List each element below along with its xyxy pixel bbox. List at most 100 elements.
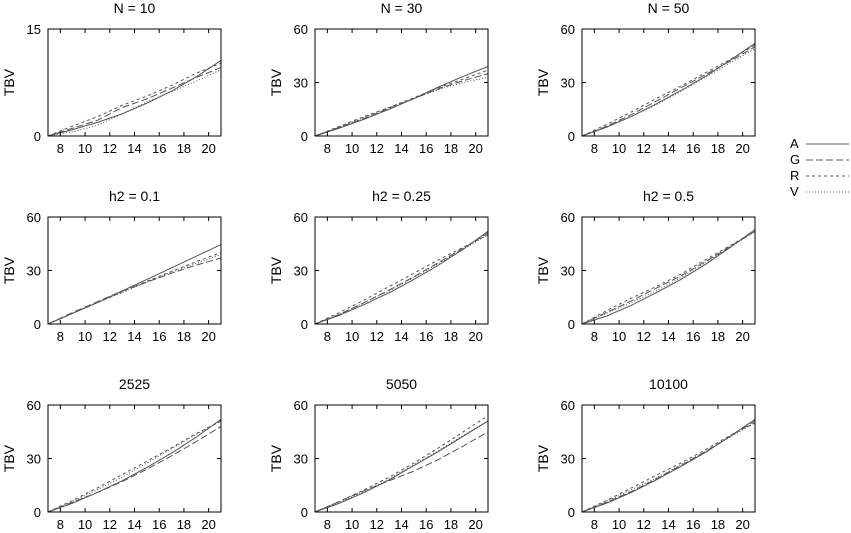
x-tick-label: 8 [324, 141, 331, 156]
panel-title: N = 50 [648, 0, 690, 16]
y-tick-label: 0 [301, 129, 308, 144]
x-tick-label: 18 [444, 329, 458, 344]
y-tick-label: 0 [301, 317, 308, 332]
series-line-R [314, 234, 489, 325]
x-tick-label: 10 [78, 517, 92, 532]
series-line-G [47, 67, 222, 137]
x-tick-label: 20 [201, 141, 215, 156]
plot-frame [47, 216, 222, 325]
x-tick-label: 8 [57, 141, 64, 156]
y-tick-label: 0 [301, 505, 308, 520]
x-tick-label: 14 [394, 329, 408, 344]
plot-frame [581, 28, 756, 137]
y-axis-label: TBV [535, 256, 551, 284]
x-tick-label: 18 [711, 517, 725, 532]
y-tick-label: 60 [561, 398, 575, 413]
series-line-R [314, 69, 489, 137]
x-tick-label: 16 [419, 517, 433, 532]
y-tick-label: 0 [34, 317, 41, 332]
y-tick-label: 60 [561, 22, 575, 37]
x-tick-label: 18 [177, 329, 191, 344]
panel-title: N = 10 [114, 0, 156, 16]
x-tick-label: 20 [201, 329, 215, 344]
series-line-A [47, 418, 222, 513]
plot-frame [581, 404, 756, 513]
series-line-G [314, 232, 489, 325]
panel-title: N = 30 [381, 0, 423, 16]
x-tick-label: 16 [152, 141, 166, 156]
panel-7: 8 10 12 14 16 18 20 0 30 60 2525 TBV [1, 376, 222, 532]
y-axis-label: TBV [1, 68, 17, 96]
y-tick-label: 60 [561, 210, 575, 225]
series-line-V [314, 76, 489, 137]
x-tick-label: 12 [103, 329, 117, 344]
x-tick-label: 16 [686, 141, 700, 156]
panel-title: 5050 [386, 376, 417, 392]
x-tick-label: 14 [127, 141, 141, 156]
x-tick-label: 20 [735, 517, 749, 532]
x-tick-label: 8 [591, 517, 598, 532]
y-axis-label: TBV [268, 68, 284, 96]
x-tick-label: 16 [152, 329, 166, 344]
y-tick-label: 30 [27, 264, 41, 279]
x-tick-label: 18 [444, 141, 458, 156]
panel-title: h2 = 0.1 [109, 188, 160, 204]
y-tick-label: 60 [27, 210, 41, 225]
panel-3: 8 10 12 14 16 18 20 0 30 60 N = 50 TBV [535, 0, 756, 156]
x-tick-label: 12 [103, 517, 117, 532]
series-line-R [581, 422, 756, 513]
series-line-G [581, 420, 756, 513]
x-tick-label: 18 [177, 517, 191, 532]
x-tick-label: 10 [345, 517, 359, 532]
series-line-G [47, 425, 222, 513]
y-tick-label: 60 [294, 398, 308, 413]
y-tick-label: 30 [561, 264, 575, 279]
series-line-V [581, 230, 756, 325]
x-tick-label: 8 [324, 329, 331, 344]
x-tick-label: 8 [57, 329, 64, 344]
y-tick-label: 60 [27, 398, 41, 413]
x-tick-label: 16 [152, 517, 166, 532]
x-tick-label: 12 [370, 141, 384, 156]
x-tick-label: 16 [419, 141, 433, 156]
series-line-G [581, 230, 756, 325]
x-tick-label: 12 [370, 517, 384, 532]
x-tick-label: 18 [711, 329, 725, 344]
series-line-G [47, 257, 222, 325]
x-tick-label: 10 [78, 329, 92, 344]
legend-label-V: V [790, 184, 799, 199]
series-line-A [581, 418, 756, 513]
x-tick-label: 12 [637, 517, 651, 532]
y-tick-label: 30 [294, 76, 308, 91]
series-line-G [581, 46, 756, 137]
panel-title: h2 = 0.5 [643, 188, 694, 204]
series-line-R [314, 415, 489, 513]
series-line-A [47, 59, 222, 137]
x-tick-label: 10 [345, 141, 359, 156]
y-tick-label: 60 [294, 22, 308, 37]
y-axis-label: TBV [535, 68, 551, 96]
x-tick-label: 20 [735, 141, 749, 156]
panel-4: 8 10 12 14 16 18 20 0 30 60 h2 = 0.1 TBV [1, 188, 222, 344]
series-line-A [581, 229, 756, 325]
series-line-A [314, 66, 489, 137]
series-line-R [47, 62, 222, 137]
panel-5: 8 10 12 14 16 18 20 0 30 60 h2 = 0.25 TBV [268, 188, 489, 344]
x-tick-label: 12 [637, 141, 651, 156]
series-line-V [314, 420, 489, 513]
series-line-R [581, 230, 756, 325]
y-tick-label: 0 [568, 129, 575, 144]
x-tick-label: 18 [444, 517, 458, 532]
y-tick-label: 0 [568, 505, 575, 520]
y-tick-label: 0 [34, 505, 41, 520]
legend-label-G: G [790, 152, 800, 167]
x-tick-label: 16 [419, 329, 433, 344]
x-tick-label: 16 [686, 329, 700, 344]
y-axis-label: TBV [535, 444, 551, 472]
plot-frame [581, 216, 756, 325]
x-tick-label: 12 [103, 141, 117, 156]
y-tick-label: 0 [34, 129, 41, 144]
y-tick-label: 30 [561, 452, 575, 467]
